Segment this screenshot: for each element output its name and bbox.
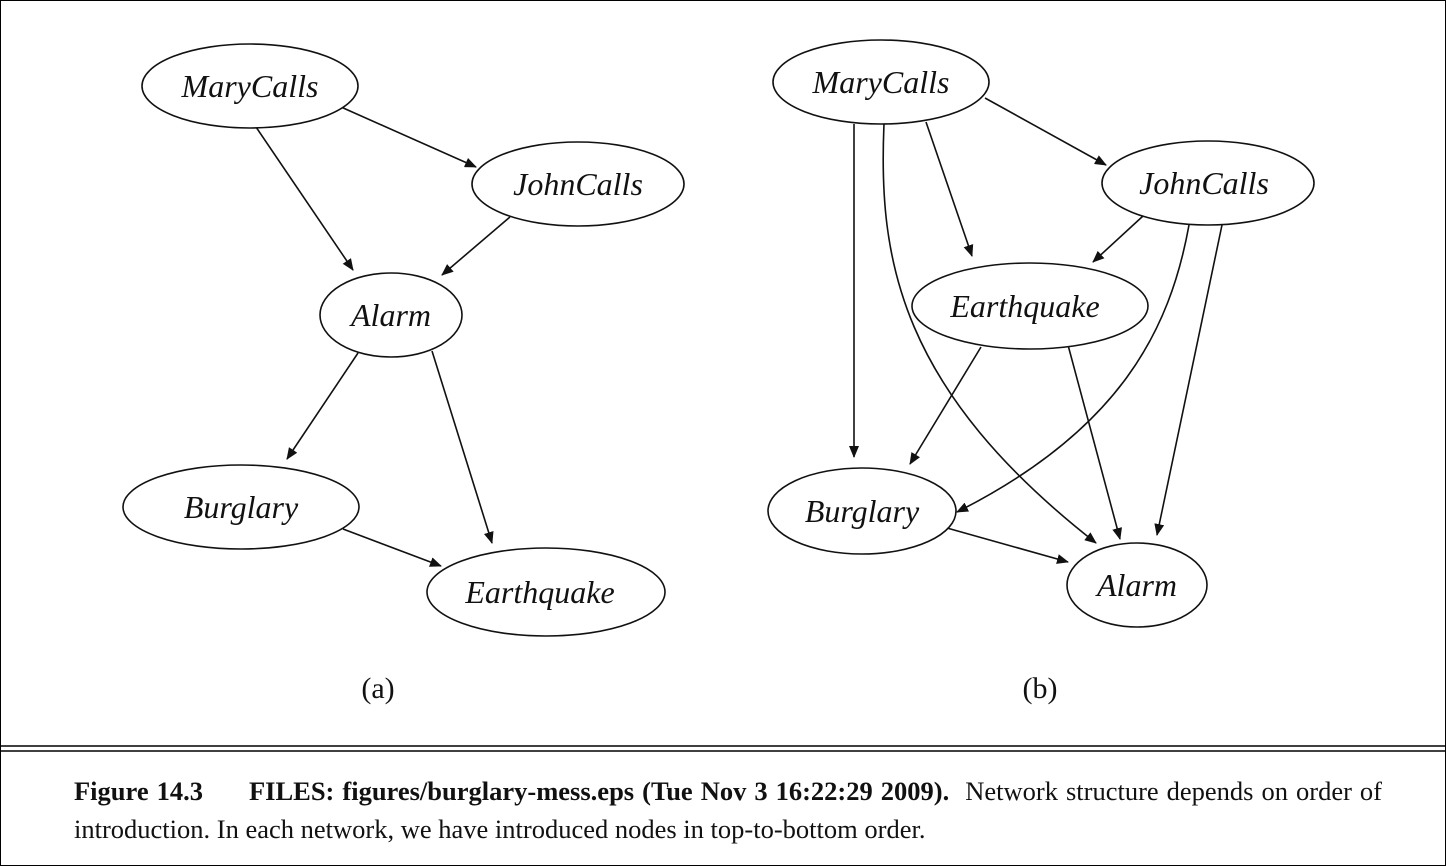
node-b-alarm: Alarm: [1066, 542, 1208, 628]
node-b-johncalls: JohnCalls: [1101, 140, 1315, 226]
edge-a-marycalls-johncalls: [340, 106, 477, 168]
edge-a-alarm-earthquake: [431, 350, 494, 544]
node-a-earthquake: Earthquake: [426, 547, 666, 637]
edge-b-earthquake-burglary: [909, 346, 982, 465]
edge-b-marycalls-earthquake: [925, 121, 974, 257]
node-b-johncalls-label: JohnCalls: [1139, 165, 1269, 201]
node-a-alarm: Alarm: [319, 272, 463, 358]
node-a-marycalls: MaryCalls: [141, 43, 359, 129]
edge-b-marycalls-alarm: [882, 123, 1097, 544]
edge-b-earthquake-alarm: [1067, 344, 1122, 540]
node-b-alarm-label: Alarm: [1095, 567, 1177, 603]
node-b-marycalls-label: MaryCalls: [812, 64, 950, 100]
node-b-marycalls: MaryCalls: [772, 39, 990, 125]
caption-figure-number: Figure 14.3: [74, 776, 203, 806]
node-a-earthquake-label: Earthquake: [464, 574, 614, 610]
node-b-burglary: Burglary: [767, 467, 957, 555]
edge-b-marycalls-johncalls: [984, 97, 1107, 166]
panel-a: MaryCalls JohnCalls Alarm Burglary Earth…: [122, 43, 685, 705]
caption-files-note: FILES: figures/burglary-mess.eps (Tue No…: [248, 776, 950, 806]
node-a-johncalls-label: JohnCalls: [513, 166, 643, 202]
edge-a-burglary-earthquake: [342, 528, 442, 567]
node-a-johncalls: JohnCalls: [471, 141, 685, 227]
node-b-earthquake: Earthquake: [911, 262, 1149, 350]
panel-a-label: (a): [361, 672, 394, 705]
edge-b-johncalls-earthquake: [1092, 215, 1144, 263]
panel-b-edges: [849, 97, 1223, 564]
edge-a-johncalls-alarm: [441, 216, 511, 276]
panel-a-edges: [255, 106, 511, 567]
panel-b: MaryCalls JohnCalls Earthquake Burglary …: [767, 39, 1315, 705]
edge-b-johncalls-burglary: [956, 224, 1190, 513]
caption-text: Network structure depends on order of in…: [74, 776, 1382, 844]
edge-a-marycalls-alarm: [255, 126, 354, 271]
edge-b-burglary-alarm: [946, 527, 1069, 564]
edge-b-johncalls-alarm: [1154, 224, 1223, 536]
node-a-alarm-label: Alarm: [349, 297, 431, 333]
node-a-burglary-label: Burglary: [184, 489, 299, 525]
edge-a-alarm-burglary: [286, 352, 359, 460]
node-b-burglary-label: Burglary: [805, 493, 920, 529]
figure-caption: Figure 14.3 FILES: figures/burglary-mess.…: [74, 772, 1382, 848]
node-a-burglary: Burglary: [122, 464, 360, 550]
node-b-earthquake-label: Earthquake: [949, 288, 1099, 324]
panel-b-label: (b): [1023, 672, 1058, 705]
node-a-marycalls-label: MaryCalls: [181, 68, 319, 104]
